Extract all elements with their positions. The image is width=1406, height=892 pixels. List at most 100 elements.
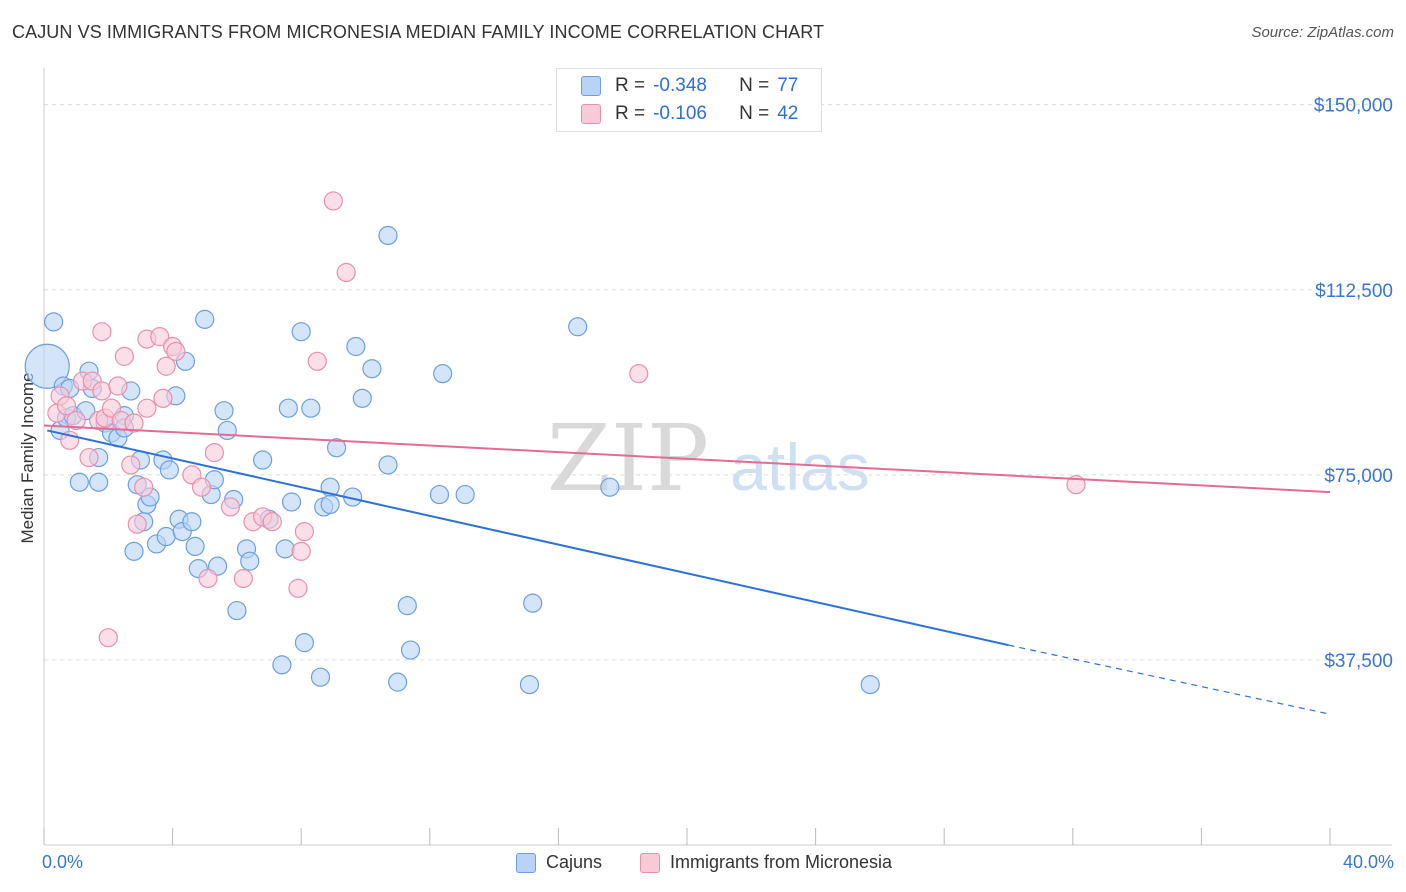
- legend-n-label: N =: [739, 103, 770, 124]
- cajun-point: [568, 317, 588, 337]
- source-label: Source: ZipAtlas.com: [1251, 24, 1394, 41]
- micronesia-point: [220, 497, 241, 517]
- micronesia-point: [134, 477, 154, 497]
- micronesia-trend-line: [43, 424, 1331, 494]
- cajun-point: [24, 343, 70, 389]
- micronesia-point: [137, 398, 157, 418]
- bottom-legend-micronesia: Immigrants from Micronesia: [640, 852, 892, 873]
- cajun-trend-line: [46, 429, 1009, 647]
- legend-n-value: 77: [777, 75, 799, 96]
- micronesia-point: [1066, 475, 1086, 495]
- x-tick-label-min: 0.0%: [42, 852, 84, 872]
- cajun-point: [378, 455, 398, 475]
- y-tick-label: $150,000: [1314, 96, 1393, 117]
- cajun-point: [195, 309, 215, 329]
- micronesia-point: [66, 410, 86, 431]
- micronesia-point: [124, 413, 144, 433]
- micronesia-point: [262, 512, 282, 532]
- legend-swatch-micronesia: [581, 104, 601, 124]
- legend-swatch-cajuns: [581, 76, 601, 96]
- cajun-point: [519, 674, 540, 695]
- cajun-point: [227, 600, 247, 621]
- micronesia-point: [108, 376, 128, 396]
- micronesia-point: [291, 541, 311, 561]
- legend-r-value: -0.348: [653, 75, 707, 96]
- cajun-point: [159, 460, 179, 480]
- cajun-point: [214, 401, 234, 421]
- micronesia-point: [307, 351, 327, 371]
- micronesia-point: [56, 396, 77, 416]
- bottom-legend-swatch-cajuns: [516, 852, 536, 873]
- micronesia-point: [92, 322, 112, 342]
- micronesia-point: [114, 346, 134, 366]
- cajun-point: [378, 225, 398, 246]
- cajun-point: [182, 512, 202, 532]
- micronesia-point: [294, 521, 315, 542]
- micronesia-point: [233, 568, 253, 589]
- micronesia-point: [198, 568, 218, 589]
- cajun-point: [310, 667, 331, 687]
- cajun-point: [291, 322, 311, 342]
- chart-title: CAJUN VS IMMIGRANTS FROM MICRONESIA MEDI…: [12, 22, 825, 42]
- micronesia-point: [288, 578, 308, 598]
- cajun-point: [860, 674, 880, 695]
- micronesia-point: [166, 341, 186, 362]
- cajun-point: [388, 672, 408, 692]
- cajun-trend-extension: [1008, 644, 1331, 715]
- cajun-point: [253, 450, 273, 470]
- cajun-point: [69, 472, 89, 492]
- micronesia-point: [98, 628, 118, 648]
- micronesia-point: [191, 477, 212, 497]
- cajun-point: [44, 312, 64, 332]
- cajun-point: [455, 484, 475, 505]
- bottom-legend-label-micronesia: Immigrants from Micronesia: [670, 852, 893, 872]
- cajun-point: [397, 596, 417, 616]
- cajun-point: [281, 492, 302, 512]
- x-tick-label-max: 40.0%: [1342, 852, 1394, 872]
- micronesia-point: [204, 443, 224, 463]
- legend-r-label: R =: [615, 75, 646, 96]
- cajun-point: [185, 536, 205, 557]
- y-tick-label: $75,000: [1324, 466, 1393, 487]
- cajun-point: [217, 420, 237, 441]
- micronesia-point: [323, 191, 343, 211]
- legend-n-value: 42: [777, 103, 799, 124]
- cajun-point: [301, 398, 321, 418]
- bottom-legend-cajuns: Cajuns: [516, 852, 602, 873]
- micronesia-point: [153, 388, 173, 408]
- cajun-point: [278, 398, 298, 418]
- cajun-point: [326, 438, 347, 458]
- legend-row-cajuns: R = -0.348 N = 77: [581, 74, 798, 98]
- y-tick-label: $37,500: [1324, 651, 1393, 672]
- cajun-point: [240, 551, 260, 571]
- cajun-point: [272, 655, 292, 675]
- cajun-point: [124, 541, 144, 561]
- cajun-point: [600, 477, 620, 497]
- y-tick-label: $112,500: [1315, 281, 1393, 302]
- micronesia-point: [79, 447, 99, 468]
- micronesia-point: [127, 514, 147, 534]
- cajun-point: [275, 539, 295, 559]
- cajun-point: [400, 640, 421, 660]
- micronesia-point: [150, 327, 170, 347]
- correlation-legend: R = -0.348 N = 77 R = -0.106 N = 42: [556, 68, 822, 132]
- bottom-legend-swatch-micronesia: [640, 852, 660, 873]
- legend-r-value: -0.106: [653, 103, 707, 124]
- bottom-legend-label-cajuns: Cajuns: [546, 852, 603, 872]
- cajun-point: [346, 336, 366, 357]
- legend-n-label: N =: [739, 75, 770, 96]
- micronesia-point: [121, 455, 141, 475]
- cajun-point: [294, 633, 315, 653]
- micronesia-point: [336, 262, 356, 283]
- legend-row-micronesia: R = -0.106 N = 42: [581, 102, 798, 126]
- cajun-point: [352, 388, 372, 408]
- micronesia-point: [92, 381, 112, 401]
- cajun-point: [89, 472, 109, 492]
- cajun-point: [429, 484, 450, 505]
- micronesia-point: [156, 356, 176, 376]
- cajun-point: [362, 359, 382, 379]
- cajun-point: [433, 364, 453, 384]
- cajun-point: [320, 494, 340, 515]
- cajun-point: [523, 593, 543, 613]
